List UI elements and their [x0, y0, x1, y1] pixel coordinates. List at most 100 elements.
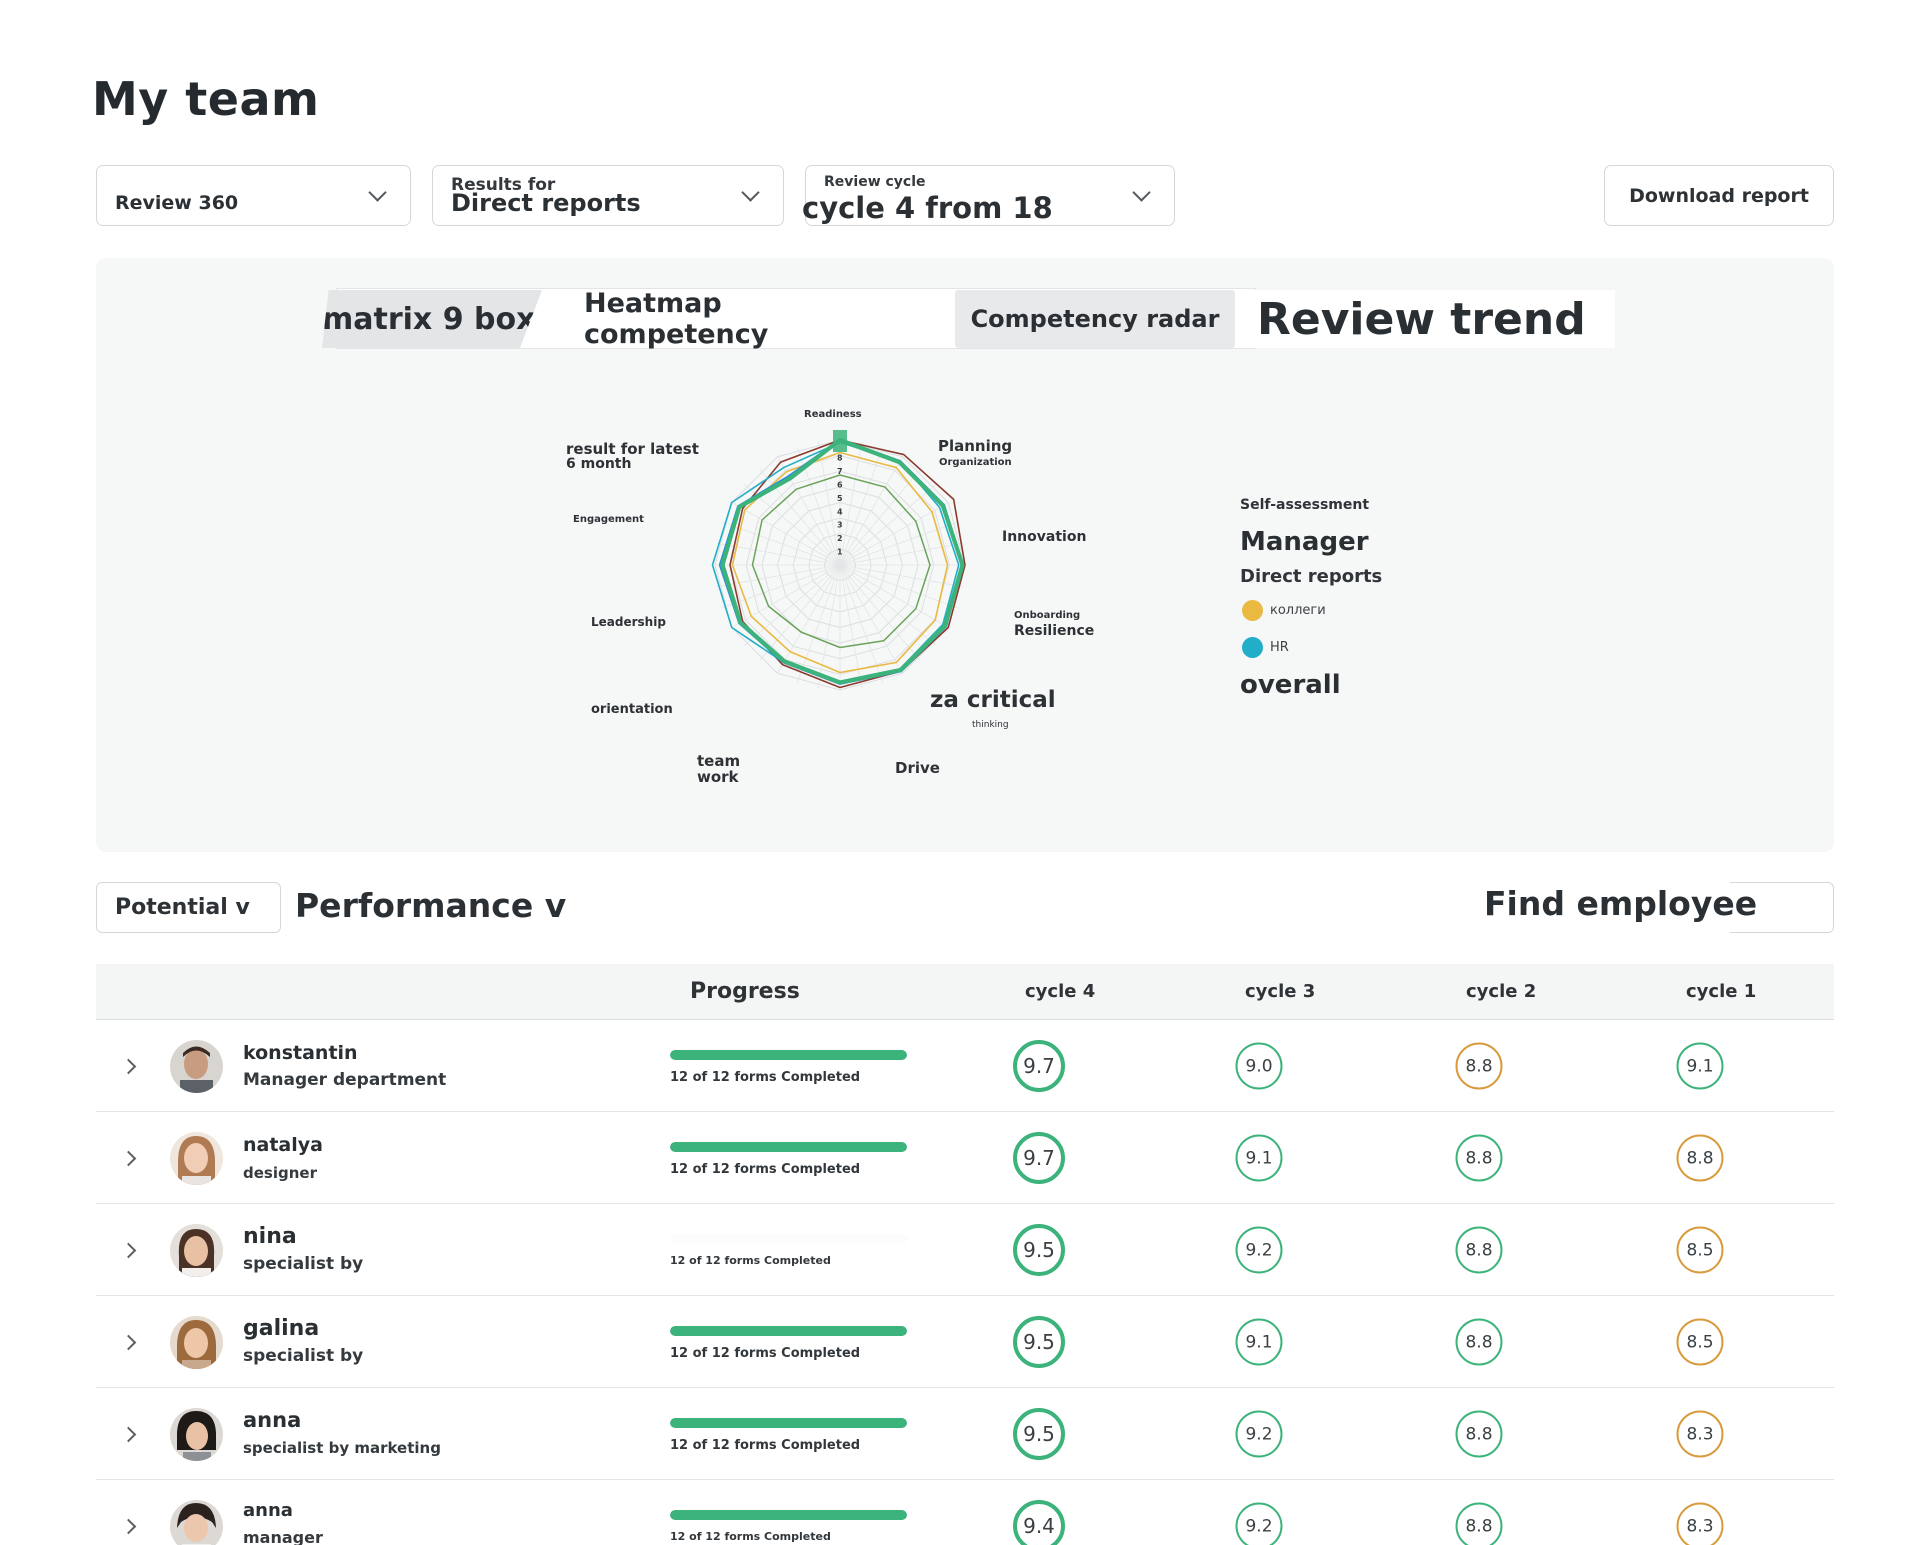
table-row[interactable]: konstantin Manager department 12 of 12 f…: [96, 1020, 1834, 1112]
radar-grid-spoke: [722, 564, 841, 609]
find-employee-label: Find employee: [1484, 884, 1758, 923]
tab-matrix-9-box[interactable]: matrix 9 box: [322, 290, 542, 348]
table-row[interactable]: nina specialist by 12 of 12 forms Comple…: [96, 1204, 1834, 1296]
employee-role: Manager department: [243, 1070, 447, 1090]
radar-grid-spoke: [839, 564, 903, 674]
review-cycle-value: cycle 4 from 18: [802, 191, 1053, 225]
score-cycle-2: 8.8: [1455, 1042, 1503, 1090]
potential-filter-button[interactable]: Potential v: [96, 882, 281, 933]
radar-grid-spoke: [759, 564, 841, 662]
axis-label-planning-sub: Organization: [939, 457, 1012, 468]
score-cycle-3: 9.2: [1235, 1502, 1283, 1545]
progress-fill: [670, 1418, 907, 1428]
legend-item-label: коллеги: [1270, 603, 1326, 618]
chevron-right-icon[interactable]: [120, 1518, 137, 1535]
tab-heatmap-competency[interactable]: Heatmap competency: [584, 288, 769, 350]
legend-overall: overall: [1240, 670, 1341, 700]
radar-grid-spoke: [839, 564, 964, 588]
avatar: [170, 1224, 223, 1277]
score-cycle-2: 8.8: [1455, 1318, 1503, 1366]
radar-tick-label: 2: [837, 534, 843, 543]
axis-label-teamwork-1: team: [697, 752, 740, 770]
review-cycle-select[interactable]: Review cycle cycle 4 from 18: [802, 165, 1175, 226]
score-cycle-1: 8.3: [1676, 1410, 1724, 1458]
results-for-select[interactable]: Results for Direct reports: [432, 165, 784, 226]
employee-name[interactable]: anna: [243, 1500, 293, 1521]
employee-name[interactable]: nina: [243, 1224, 297, 1249]
axis-label-drive: Drive: [895, 759, 940, 777]
radar-grid-spoke: [839, 564, 921, 662]
header-cycle-4[interactable]: cycle 4: [1025, 981, 1096, 1002]
legend-item-hr: HR: [1242, 637, 1289, 658]
review-type-select[interactable]: Review 360: [96, 165, 411, 226]
table-row[interactable]: anna specialist by marketing 12 of 12 fo…: [96, 1388, 1834, 1480]
radar-grid-spoke: [839, 564, 863, 689]
radar-grid-spoke: [839, 468, 921, 566]
radar-grid-spoke: [839, 564, 958, 609]
progress-text: 12 of 12 forms Completed: [670, 1346, 861, 1361]
axis-label-critical: za critical: [930, 687, 1056, 713]
radar-series-polygon: [720, 437, 965, 685]
axis-label-result-1: result for latest: [566, 440, 699, 458]
score-cycle-3: 9.0: [1235, 1042, 1283, 1090]
progress-text: 12 of 12 forms Completed: [670, 1530, 831, 1543]
radar-series-polygon: [731, 451, 949, 674]
employee-name[interactable]: natalya: [243, 1134, 323, 1156]
find-employee-input[interactable]: [1730, 882, 1834, 933]
legend-direct-reports: Direct reports: [1240, 566, 1383, 587]
radar-grid-spoke: [716, 542, 841, 566]
chevron-right-icon[interactable]: [120, 1242, 137, 1259]
competency-radar-chart: 1 2 3 4 5 6 7 8 Readiness Planning Organization…: [566, 409, 1094, 786]
radar-grid: [714, 439, 966, 691]
header-cycle-1[interactable]: cycle 1: [1686, 981, 1757, 1002]
axis-label-result-2: 6 month: [566, 456, 631, 472]
table-row[interactable]: natalya designer 12 of 12 forms Complete…: [96, 1112, 1834, 1204]
score-cycle-4: 9.4: [1013, 1500, 1065, 1545]
score-cycle-2: 8.8: [1455, 1410, 1503, 1458]
axis-label-readiness: Readiness: [804, 409, 862, 420]
employee-role: manager: [243, 1528, 323, 1545]
employee-name[interactable]: anna: [243, 1408, 302, 1432]
legend-dot-icon: [1242, 600, 1263, 621]
radar-grid-spoke: [839, 447, 884, 566]
avatar: [170, 1500, 223, 1545]
review-type-value: Review 360: [115, 192, 239, 214]
header-progress: Progress: [690, 979, 800, 1004]
radar-grid-spoke: [743, 564, 841, 646]
performance-filter-button[interactable]: Performance v: [295, 886, 567, 925]
chevron-right-icon[interactable]: [120, 1150, 137, 1167]
axis-label-engagement: Engagement: [573, 514, 644, 525]
radar-grid-spoke: [839, 484, 937, 566]
download-report-button[interactable]: Download report: [1604, 165, 1834, 226]
header-cycle-2[interactable]: cycle 2: [1466, 981, 1537, 1002]
chevron-right-icon[interactable]: [120, 1058, 137, 1075]
legend-item-label: HR: [1270, 640, 1289, 655]
table-row[interactable]: galina specialist by 12 of 12 forms Comp…: [96, 1296, 1834, 1388]
chevron-down-icon: [1132, 183, 1151, 202]
chevron-right-icon[interactable]: [120, 1426, 137, 1443]
radar-tick-labels: 1 2 3 4 5 6 7 8: [837, 454, 843, 557]
axis-label-teamwork-2: work: [697, 768, 740, 786]
radar-series-polygon: [729, 439, 966, 689]
radar-tick-label: 6: [837, 480, 843, 489]
progress-bar: [670, 1326, 907, 1336]
employee-name[interactable]: konstantin: [243, 1042, 358, 1064]
header-cycle-3[interactable]: cycle 3: [1245, 981, 1316, 1002]
table-row[interactable]: anna manager 12 of 12 forms Completed 9.…: [96, 1480, 1834, 1545]
progress-fill: [670, 1142, 907, 1152]
employee-name[interactable]: galina: [243, 1316, 320, 1341]
avatar: [170, 1132, 223, 1185]
tab-review-trend[interactable]: Review trend: [1255, 290, 1615, 348]
radar-tick-label: 1: [837, 548, 843, 557]
radar-grid-spoke: [722, 521, 841, 566]
radar-grid-spoke: [839, 564, 949, 628]
chevron-right-icon[interactable]: [120, 1334, 137, 1351]
radar-readiness-marker: [833, 430, 847, 452]
radar-grid-spoke: [731, 502, 841, 566]
avatar: [170, 1408, 223, 1461]
chart-card: [96, 258, 1834, 852]
tab-competency-radar[interactable]: Competency radar: [955, 290, 1235, 348]
axis-label-resilience: Resilience: [1014, 623, 1094, 639]
radar-grid-spoke: [839, 441, 863, 566]
radar-grid-spoke: [839, 456, 903, 566]
